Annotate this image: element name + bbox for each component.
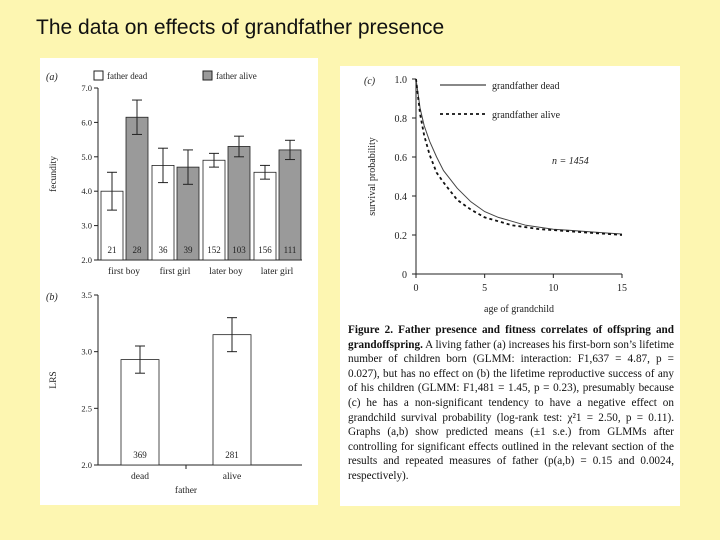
panel-c-x-tick-label: 15 [617, 283, 627, 294]
panel-a-n-label: 28 [133, 245, 143, 255]
panel-a-y-tick-label: 4.0 [81, 186, 92, 196]
panel-a-category-label: first girl [160, 266, 191, 277]
legend-grandfather-alive-label: grandfather alive [492, 110, 561, 121]
panel-b-x-label: father [175, 485, 198, 496]
panel-a-y-label: fecundity [48, 156, 59, 192]
panel-a-n-label: 36 [159, 245, 169, 255]
panel-a-n-label: 156 [258, 245, 272, 255]
panel-a-bar [125, 116, 149, 261]
panel-c-x-tick-label: 0 [414, 283, 419, 294]
panel-c-y-tick-label: 0.8 [395, 114, 408, 125]
panel-a-n-label: 39 [184, 245, 194, 255]
legend-grandfather-dead-label: grandfather dead [492, 81, 559, 92]
figure-caption: Figure 2. Father presence and fitness co… [348, 323, 674, 484]
panel-c-label: (c) [364, 76, 376, 87]
caption-label: Figure 2. [348, 324, 394, 336]
panel-a-category-label: later boy [209, 267, 243, 277]
panel-b-bar [212, 334, 252, 466]
panel-a-y-tick-label: 7.0 [81, 83, 92, 93]
panel-b-y-tick-label: 2.5 [81, 403, 92, 413]
panel-b-category-label: dead [131, 472, 149, 482]
right-figure-panel: (c) 0 0.2 0.4 0.6 0.8 1.0 0 5 10 15 age of grandchi… [340, 66, 680, 506]
panel-a-y-tick-label: 2.0 [81, 255, 92, 265]
panel-c-y-tick-label: 0.2 [395, 231, 408, 242]
panel-a-bar [227, 146, 251, 261]
legend-dead-swatch [93, 70, 104, 81]
panel-b-n-label: 369 [133, 450, 147, 460]
panel-c-x-tick-label: 5 [482, 283, 487, 294]
panel-a-label: (a) [46, 72, 58, 83]
panel-a-category-label: first boy [108, 266, 140, 277]
legend-alive-swatch [202, 70, 213, 81]
panel-a-y-tick-label: 3.0 [81, 221, 92, 231]
panel-b-y-label: LRS [49, 371, 59, 388]
panel-a-n-label: 21 [108, 245, 117, 255]
panel-c-y-tick-label: 0 [402, 270, 407, 281]
panel-a-category-label: later girl [261, 267, 294, 277]
legend-dead-label: father dead [107, 71, 148, 81]
caption-body: A living father (a) increases his first-… [348, 338, 675, 482]
caption-heading: Father presence and fitness correlates o… [348, 324, 674, 351]
panel-a-y-tick-label: 6.0 [81, 117, 92, 127]
panel-b-n-label: 281 [225, 450, 239, 460]
panel-c-x-tick-label: 10 [548, 283, 558, 294]
grandfather-dead-line [415, 78, 623, 235]
panel-c-x-label: age of grandchild [484, 304, 554, 315]
panel-c-annotation: n = 1454 [552, 156, 589, 167]
panel-a-y-tick-label: 5.0 [81, 152, 92, 162]
panel-b-label: (b) [46, 292, 58, 303]
panel-c-y-tick-label: 0.4 [395, 192, 408, 203]
panel-b-category-label: alive [223, 472, 241, 482]
panel-a-bar [278, 149, 302, 261]
panel-b-y-tick-label: 3.5 [81, 290, 92, 300]
panel-a-n-label: 152 [207, 245, 221, 255]
panel-c-y-label: survival probability [367, 137, 378, 216]
panel-b-y-tick-label: 2.0 [81, 460, 92, 470]
panel-a-n-label: 103 [232, 245, 246, 255]
panel-a-n-label: 111 [284, 245, 297, 255]
panel-b-y-tick-label: 3.0 [81, 347, 92, 357]
left-figure-panel: (a) 2.0 3.0 4.0 5.0 6.0 7.0 fecundity father dea… [40, 58, 318, 505]
grandfather-alive-line [415, 78, 623, 236]
slide-title: The data on effects of grandfather prese… [36, 16, 445, 39]
panel-b-bar [120, 359, 160, 466]
survival-chart: (c) 0 0.2 0.4 0.6 0.8 1.0 0 5 10 15 age of grandchi… [364, 75, 627, 315]
panel-c-y-tick-label: 1.0 [395, 75, 408, 86]
fecundity-and-lrs-charts: (a) 2.0 3.0 4.0 5.0 6.0 7.0 fecundity father dea… [46, 70, 302, 496]
panel-c-y-tick-label: 0.6 [395, 153, 408, 164]
legend-alive-label: father alive [216, 71, 257, 81]
